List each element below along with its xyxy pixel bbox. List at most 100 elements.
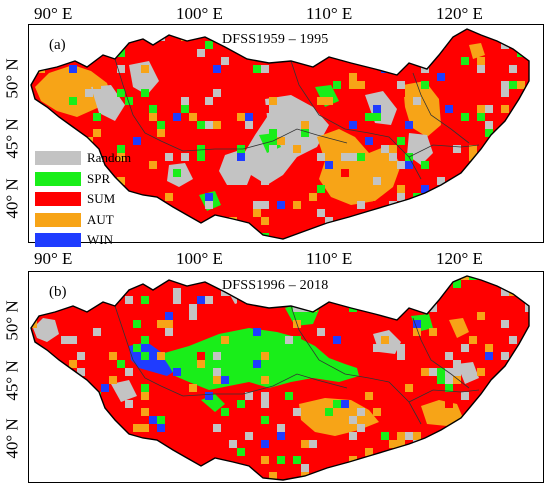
sum-cell [285,464,293,472]
spr-cell [93,113,101,121]
random-cell [213,352,221,360]
spr-cell [197,153,205,161]
aut-patch [449,318,469,338]
random-cell [461,344,469,352]
sum-cell [229,312,237,320]
lat-label-50-a: 50° N [2,58,22,99]
random-cell [261,65,269,73]
sum-cell [309,185,317,193]
aut-cell [381,336,389,344]
win-cell [421,185,429,193]
lon-label-110-top: 110° E [306,4,353,23]
random-cell [397,288,405,296]
aut-cell [405,49,413,57]
random-cell [165,328,173,336]
sum-cell [221,209,229,217]
aut-cell [469,153,477,161]
random-cell [229,440,237,448]
win-cell [525,400,529,408]
sum-cell [229,225,237,233]
sum-cell [477,480,485,482]
aut-cell [341,177,349,185]
spr-cell [181,105,189,113]
random-cell [485,185,493,193]
aut-cell [301,440,309,448]
random-cell [525,304,529,312]
random-cell [445,376,453,384]
random-cell [189,312,197,320]
win-cell [461,185,469,193]
random-cell [477,65,485,73]
random-cell [397,81,405,89]
lat-label-45-a: 45° N [2,118,22,159]
aut-cell [101,41,109,49]
spr-cell [469,193,477,201]
random-cell [125,296,133,304]
random-cell [405,432,413,440]
aut-cell [485,440,493,448]
aut-cell [133,424,141,432]
aut-cell [397,185,405,193]
map-panel-a: (a) DFSS1959 – 1995 Random SPR SUM AUT W… [28,24,544,248]
aut-cell [477,368,485,376]
legend-swatch-aut [35,212,81,227]
spr-cell [357,153,365,161]
aut-cell [317,97,325,105]
random-patch [457,362,479,384]
aut-cell [397,432,405,440]
aut-cell [309,480,317,482]
aut-cell [261,376,269,384]
sum-cell [501,472,509,480]
random-cell [493,217,501,225]
random-cell [93,328,101,336]
random-cell [373,344,381,352]
aut-patch [35,65,113,117]
random-cell [357,408,365,416]
sum-cell [533,81,541,89]
aut-cell [157,352,165,360]
random-cell [501,320,509,328]
aut-cell [53,480,61,482]
random-cell [181,153,189,161]
aut-cell [69,416,77,424]
spr-cell [253,65,261,73]
random-cell [189,304,197,312]
random-cell [269,145,277,153]
aut-cell [421,368,429,376]
sum-cell [469,89,477,97]
random-cell [77,368,85,376]
spr-cell [277,456,285,464]
random-cell [509,65,517,73]
map-panel-b: (b) DFSS1996 – 2018 [28,271,544,483]
spr-cell [317,185,325,193]
aut-cell [189,113,197,121]
spr-cell [157,416,165,424]
spr-cell [53,464,61,472]
aut-cell [469,145,477,153]
aut-cell [317,424,325,432]
sum-cell [197,225,205,233]
win-cell [133,137,141,145]
random-cell [205,121,213,129]
spr-cell [349,217,357,225]
aut-cell [469,336,477,344]
random-cell [349,217,357,225]
aut-cell [269,97,277,105]
legend-item-aut: AUT [35,210,153,231]
province-border [412,72,470,144]
sum-cell [173,81,181,89]
spr-cell [197,145,205,153]
sum-cell [429,336,437,344]
spr-cell [125,97,133,105]
spr-cell [437,368,445,376]
province-border [182,373,348,397]
random-cell [325,472,333,480]
random-cell [389,153,397,161]
spr-cell [477,113,485,121]
spr-cell [333,81,341,89]
random-cell [333,233,341,239]
spr-cell [357,464,365,472]
map-b [30,275,530,482]
sum-cell [37,105,45,113]
random-cell [85,89,93,97]
